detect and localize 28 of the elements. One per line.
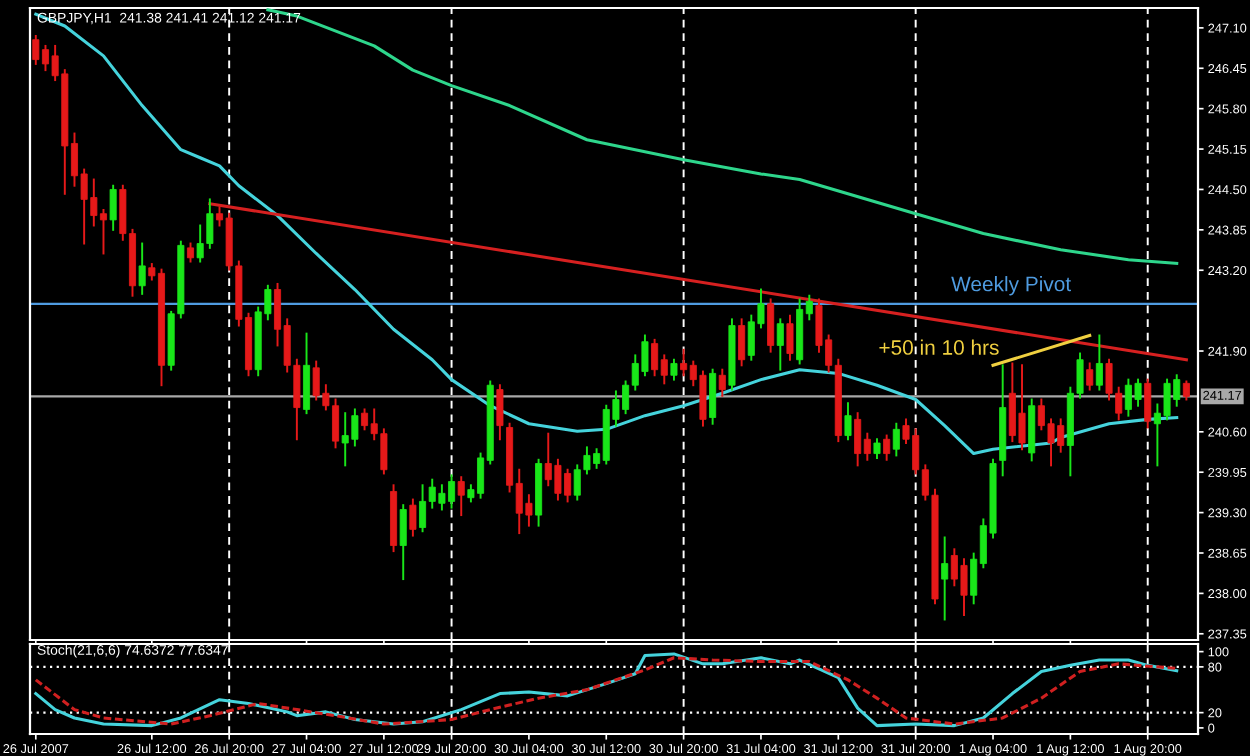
candlestick [1028, 398, 1036, 462]
candlestick [883, 434, 891, 461]
candlestick [941, 536, 949, 621]
annotation: Weekly Pivot [951, 276, 1071, 296]
candlestick [457, 476, 465, 517]
candlestick [873, 438, 881, 459]
candlestick [303, 332, 311, 415]
candlestick [109, 184, 117, 231]
candlestick [767, 298, 775, 353]
candlestick [738, 318, 746, 367]
candlestick [844, 402, 852, 441]
candlestick [776, 318, 784, 371]
candlestick [399, 504, 407, 581]
candlestick [1086, 362, 1094, 391]
candlestick [186, 242, 195, 263]
candlestick [1144, 378, 1152, 429]
candlestick [670, 358, 678, 381]
candlestick [892, 422, 900, 457]
candlestick [409, 498, 417, 537]
candlestick [1095, 334, 1103, 391]
candlestick [496, 384, 504, 441]
annotation: +50 in 10 hrs [879, 339, 999, 355]
candlestick [709, 368, 717, 425]
candlestick [718, 368, 726, 397]
line-series [34, 12, 1179, 456]
candlestick [138, 242, 146, 295]
candlestick [786, 314, 794, 361]
candlestick [1182, 380, 1190, 401]
